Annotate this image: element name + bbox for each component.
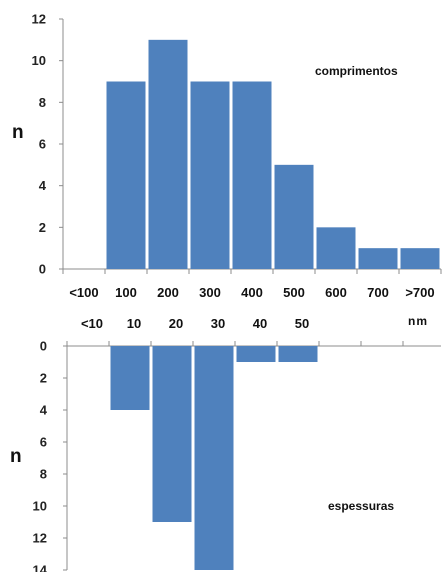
- top-category-label: 500: [283, 285, 305, 300]
- top-y-tick-label: 8: [39, 95, 46, 110]
- top-bar: [106, 81, 146, 269]
- top-y-tick-label: 10: [32, 53, 46, 68]
- bottom-bar: [278, 346, 318, 362]
- bottom-y-tick-label: 0: [40, 339, 47, 354]
- top-bar: [148, 39, 188, 270]
- bottom-category-label: 10: [127, 316, 141, 331]
- bottom-y-tick-label: 2: [40, 371, 47, 386]
- top-y-tick-label: 0: [39, 262, 46, 277]
- bottom-y-tick-label: 6: [40, 435, 47, 450]
- top-category-label: 700: [367, 285, 389, 300]
- top-bar: [316, 227, 356, 269]
- top-y-tick-label: 2: [39, 220, 46, 235]
- top-category-label: >700: [405, 285, 434, 300]
- top-category-label: 100: [115, 285, 137, 300]
- bottom-y-tick-label: 14: [33, 563, 48, 572]
- top-bar: [358, 248, 398, 269]
- bottom-y-tick-label: 12: [33, 531, 47, 546]
- bottom-y-axis-label: n: [10, 446, 22, 467]
- bottom-bar: [110, 346, 150, 410]
- top-category-label: <100: [69, 285, 98, 300]
- top-category-label: 300: [199, 285, 221, 300]
- top-y-tick-label: 4: [39, 178, 47, 193]
- top-annotation: comprimentos: [315, 64, 398, 78]
- bottom-y-tick-label: 10: [33, 499, 47, 514]
- top-category-label: 600: [325, 285, 347, 300]
- top-bar: [274, 164, 314, 269]
- bottom-category-label: 50: [295, 316, 309, 331]
- top-category-label: 200: [157, 285, 179, 300]
- top-y-tick-label: 6: [39, 137, 46, 152]
- unit-label: nm: [408, 314, 428, 328]
- top-category-label: 400: [241, 285, 263, 300]
- bottom-category-label: 30: [211, 316, 225, 331]
- top-y-axis-label: n: [12, 122, 24, 143]
- top-y-tick-label: 12: [32, 12, 46, 27]
- bottom-bar: [236, 346, 276, 362]
- top-bar: [232, 81, 272, 269]
- bottom-y-tick-label: 8: [40, 467, 47, 482]
- bottom-category-label: <10: [81, 316, 103, 331]
- top-bar: [400, 248, 440, 269]
- bottom-bar: [152, 346, 192, 522]
- lengths-chart: n comprimentos nm 0 2 4 6 8 10 12 <100 100 200 300…: [12, 12, 442, 328]
- top-bar: [190, 81, 230, 269]
- bottom-y-tick-label: 4: [40, 403, 48, 418]
- bottom-annotation: espessuras: [328, 499, 394, 513]
- bottom-category-label: 40: [253, 316, 267, 331]
- bottom-category-label: 20: [169, 316, 183, 331]
- thickness-chart: n espessuras 0 2 4 6 8 10 12 14 <10 10 20 30 40 50: [10, 316, 441, 572]
- bottom-bar: [194, 346, 234, 570]
